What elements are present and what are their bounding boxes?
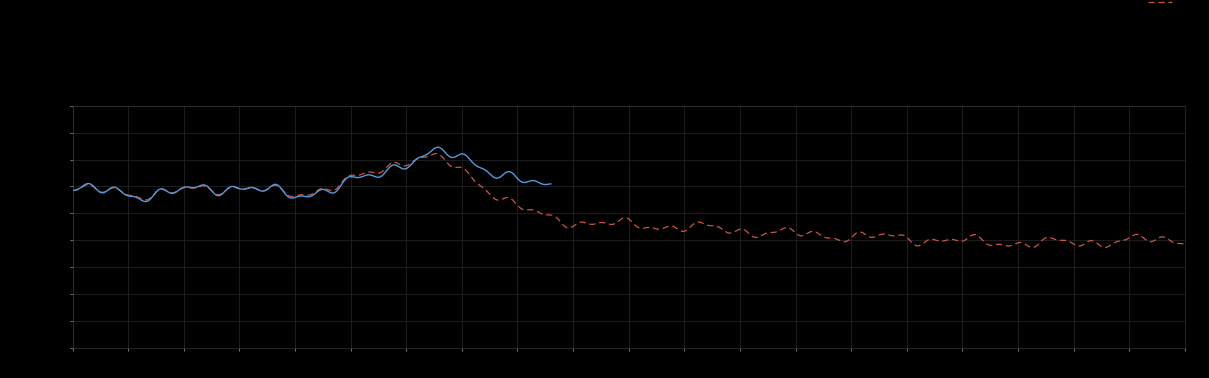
Legend: , : ,: [1147, 0, 1180, 7]
